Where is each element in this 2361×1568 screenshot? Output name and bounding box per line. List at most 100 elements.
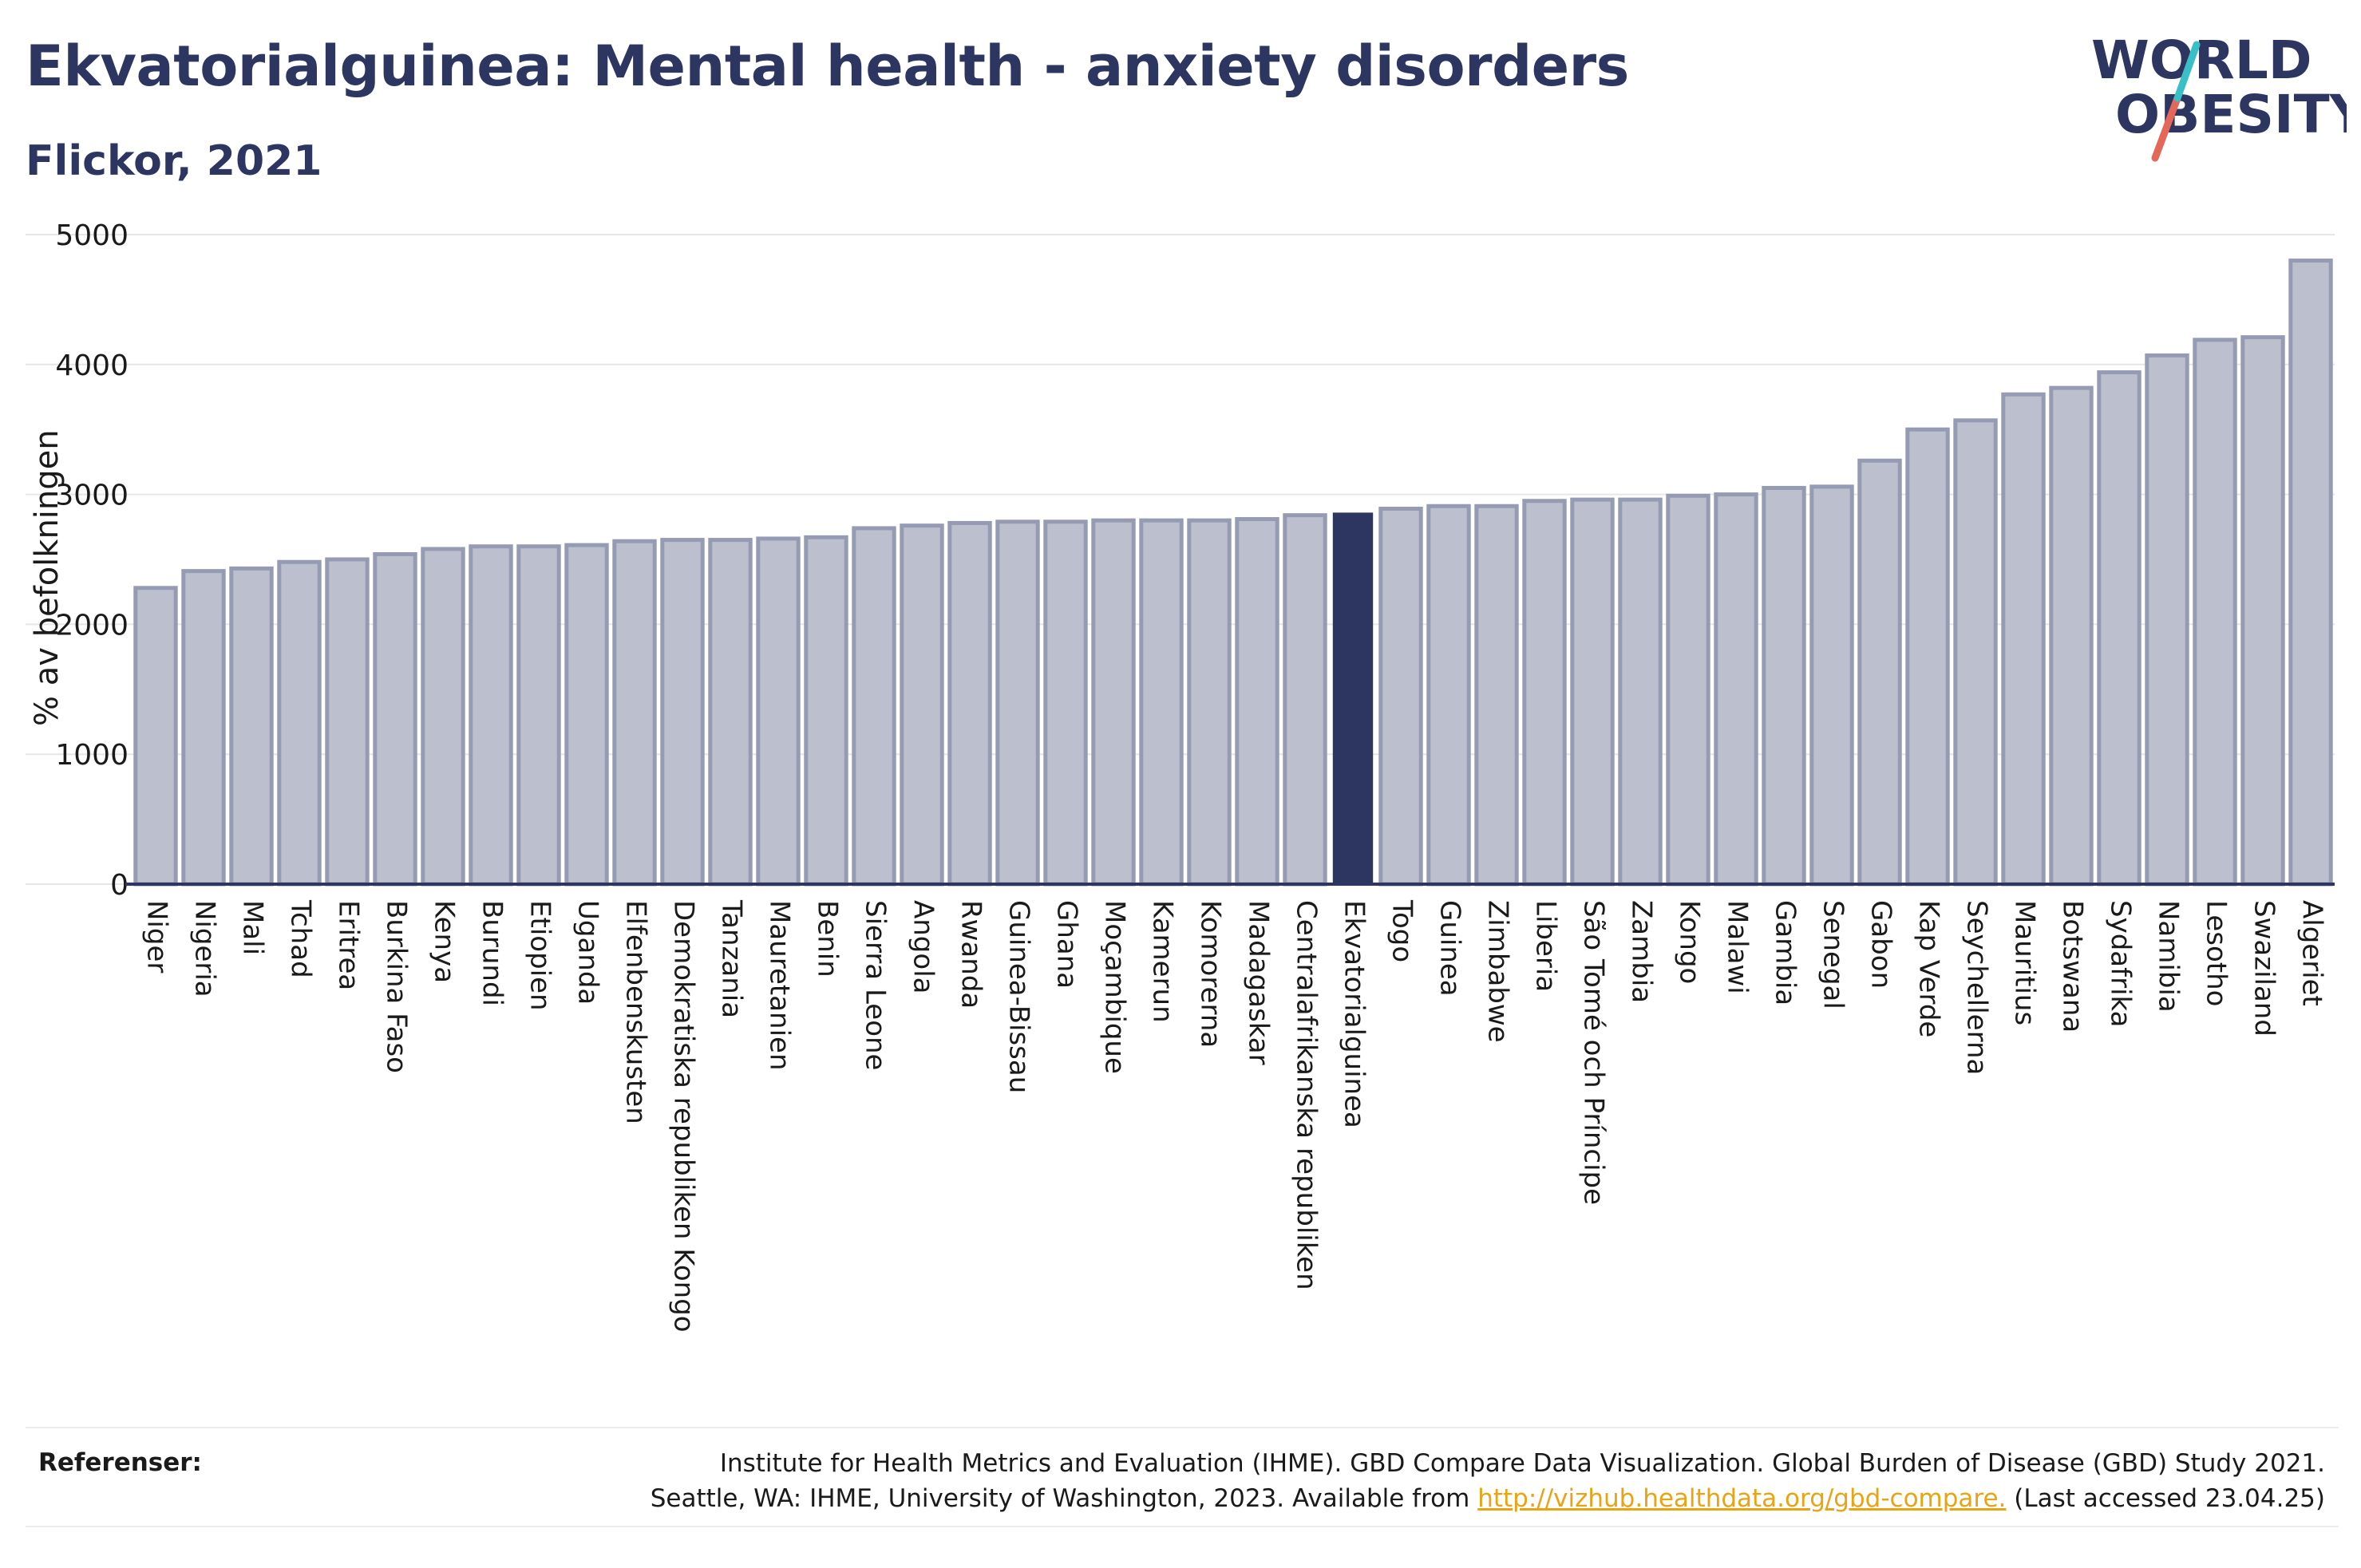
- bar: [277, 559, 322, 887]
- x-tick-label: Kenya: [429, 900, 461, 983]
- bar-highlighted: [1332, 512, 1374, 884]
- x-tick-label: Eritrea: [333, 900, 365, 990]
- x-tick-label: Mali: [237, 900, 269, 955]
- x-tick-label: Kamerun: [1147, 900, 1179, 1023]
- bar: [1857, 458, 1902, 887]
- logo-line2: OBESITY: [2115, 84, 2347, 145]
- bar: [947, 520, 992, 887]
- x-tick-label: Angola: [908, 900, 939, 993]
- bar: [1618, 497, 1663, 887]
- bar: [1809, 484, 1854, 887]
- bar: [804, 535, 848, 887]
- x-tick-label: Ekvatorialguinea: [1339, 900, 1370, 1128]
- bar: [2049, 385, 2094, 887]
- x-tick-label: Burundi: [477, 900, 508, 1006]
- bar: [612, 539, 657, 887]
- x-tick-label: Mauritius: [2009, 900, 2041, 1025]
- bar: [2145, 353, 2189, 887]
- bar: [1235, 517, 1279, 887]
- x-tick-label: Elfenbenskusten: [620, 900, 652, 1124]
- y-tick-label: 5000: [55, 219, 129, 252]
- x-tick-label: Tchad: [285, 899, 317, 978]
- chart-title: Ekvatorialguinea: Mental health - anxiet…: [26, 34, 1629, 99]
- bar: [1953, 418, 1998, 887]
- x-tick-label: Malawi: [1722, 900, 1754, 994]
- x-tick-label: Swaziland: [2248, 900, 2280, 1037]
- x-tick-label: Gambia: [1770, 900, 1801, 1005]
- x-tick-label: Madagaskar: [1243, 900, 1275, 1065]
- bar: [1714, 492, 1758, 887]
- bar: [1139, 518, 1184, 887]
- bar: [1091, 518, 1136, 887]
- y-tick-label: 1000: [55, 739, 129, 772]
- bar: [373, 551, 417, 887]
- references-divider-top: [26, 1427, 2339, 1428]
- bar: [852, 526, 896, 887]
- bar: [2288, 259, 2333, 887]
- x-tick-label: Kongo: [1674, 900, 1706, 984]
- bar: [1378, 507, 1423, 887]
- y-tick-label: 4000: [55, 350, 129, 382]
- bar: [564, 543, 609, 887]
- y-tick-label: 0: [110, 869, 129, 902]
- x-tick-label: Benin: [812, 900, 844, 978]
- bar: [995, 519, 1040, 887]
- x-tick-label: Komorerna: [1195, 900, 1227, 1048]
- bar: [900, 523, 944, 887]
- bar: [1187, 518, 1232, 887]
- bar: [133, 586, 178, 887]
- bar: [469, 544, 513, 887]
- logo-slash-red: [2151, 94, 2181, 162]
- x-tick-label: Liberia: [1530, 900, 1562, 992]
- x-tick-label: Tanzania: [716, 899, 748, 1018]
- x-tick-label: Mauretanien: [764, 900, 796, 1071]
- bar: [1762, 485, 1806, 887]
- x-tick-label: Togo: [1386, 899, 1418, 962]
- x-tick-label: Niger: [141, 900, 173, 973]
- bar: [1043, 519, 1088, 887]
- bar: [756, 536, 801, 887]
- x-tick-label: Sydafrika: [2105, 900, 2137, 1027]
- bar: [1283, 513, 1327, 887]
- x-tick-label: Guinea-Bissau: [1003, 900, 1035, 1093]
- reference-link[interactable]: http://vizhub.healthdata.org/gbd-compare…: [1477, 1484, 2007, 1513]
- bar: [1522, 499, 1567, 887]
- bar: [1905, 427, 1950, 887]
- x-tick-label: Sierra Leone: [860, 900, 892, 1070]
- bar: [1570, 497, 1615, 887]
- y-tick-label: 3000: [55, 480, 129, 512]
- x-tick-label: Kap Verde: [1913, 900, 1945, 1037]
- bar: [2001, 392, 2046, 887]
- bar: [2097, 370, 2142, 887]
- chart-subtitle: Flickor, 2021: [26, 137, 322, 185]
- reference-line2: Seattle, WA: IHME, University of Washing…: [489, 1481, 2325, 1516]
- bar: [229, 566, 274, 887]
- bar: [2193, 338, 2237, 887]
- x-tick-label: Zimbabwe: [1482, 900, 1514, 1043]
- world-obesity-logo: WORLD OBESITY: [2091, 30, 2347, 162]
- x-tick-label: Uganda: [572, 900, 604, 1005]
- references-text: Institute for Health Metrics and Evaluat…: [489, 1446, 2325, 1516]
- bar: [2240, 335, 2285, 887]
- references-label: Referenser:: [38, 1448, 202, 1477]
- logo-line1: WORLD: [2091, 30, 2312, 91]
- bar: [516, 544, 561, 887]
- bar: [1666, 493, 1710, 887]
- x-tick-label: Etiopien: [524, 900, 556, 1011]
- x-tick-label: Botswana: [2057, 900, 2089, 1033]
- x-tick-label: Gabon: [1865, 900, 1897, 989]
- bar: [325, 557, 370, 887]
- references-divider-bottom: [26, 1526, 2339, 1527]
- reference-line2-suffix: (Last accessed 23.04.25): [2006, 1484, 2325, 1513]
- x-tick-label: São Tomé och Príncipe: [1578, 900, 1610, 1205]
- x-tick-label: Senegal: [1817, 900, 1849, 1009]
- y-tick-label: 2000: [55, 609, 129, 642]
- bar: [1474, 504, 1519, 887]
- bar: [421, 547, 465, 887]
- x-tick-label: Seychellerna: [1961, 900, 1993, 1075]
- x-tick-label: Demokratiska republiken Kongo: [668, 900, 700, 1333]
- x-tick-label: Burkina Faso: [381, 900, 413, 1073]
- bar: [708, 538, 753, 887]
- x-tick-label: Lesotho: [2201, 900, 2232, 1006]
